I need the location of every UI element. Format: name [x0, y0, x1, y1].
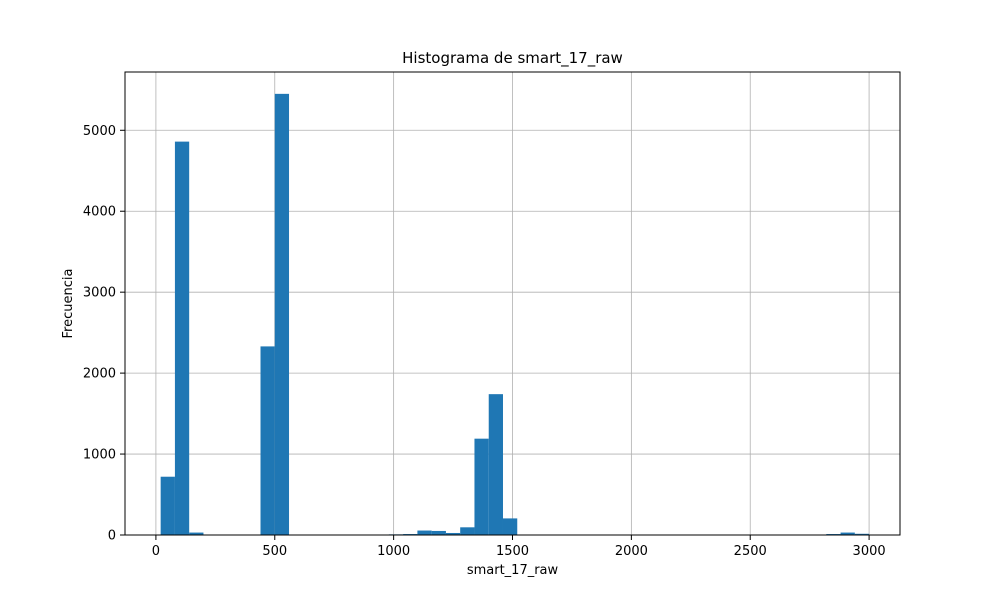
x-tick-label: 0	[152, 544, 160, 559]
histogram-bar	[474, 438, 489, 535]
histogram-bar	[431, 530, 446, 535]
histogram-bar	[160, 476, 175, 535]
y-tick-label: 5000	[83, 124, 116, 139]
histogram-bar	[460, 527, 475, 535]
histogram-bar	[445, 532, 461, 535]
bars	[160, 93, 870, 536]
x-tick-label: 1500	[496, 544, 529, 559]
axis-ticks: 0 500 1000 1500 2000 2500 3000 0 1000 2000 3000 400…	[83, 124, 886, 559]
histogram-bar	[840, 532, 855, 535]
x-axis-title: smart_17_raw	[467, 563, 559, 578]
y-tick-label: 3000	[83, 286, 116, 301]
histogram-bar	[488, 394, 503, 535]
histogram-bar	[174, 141, 190, 536]
x-tick-label: 2000	[615, 544, 648, 559]
histogram-bar	[260, 346, 275, 535]
x-tick-label: 500	[262, 544, 287, 559]
x-tick-label: 3000	[853, 544, 886, 559]
chart-title: Histograma de smart_17_raw	[402, 49, 623, 68]
histogram-bar	[274, 93, 290, 536]
x-tick-label: 2500	[734, 544, 767, 559]
histogram-bar	[189, 532, 204, 535]
y-tick-label: 2000	[83, 367, 116, 382]
histogram-bar	[502, 518, 518, 535]
y-tick-label: 4000	[83, 205, 116, 220]
x-tick-label: 1000	[377, 544, 410, 559]
y-tick-label: 1000	[83, 448, 116, 463]
histogram-bar	[417, 530, 432, 535]
y-tick-label: 0	[108, 529, 116, 544]
histogram-bar	[854, 533, 870, 535]
y-axis-title: Frecuencia	[61, 269, 76, 339]
